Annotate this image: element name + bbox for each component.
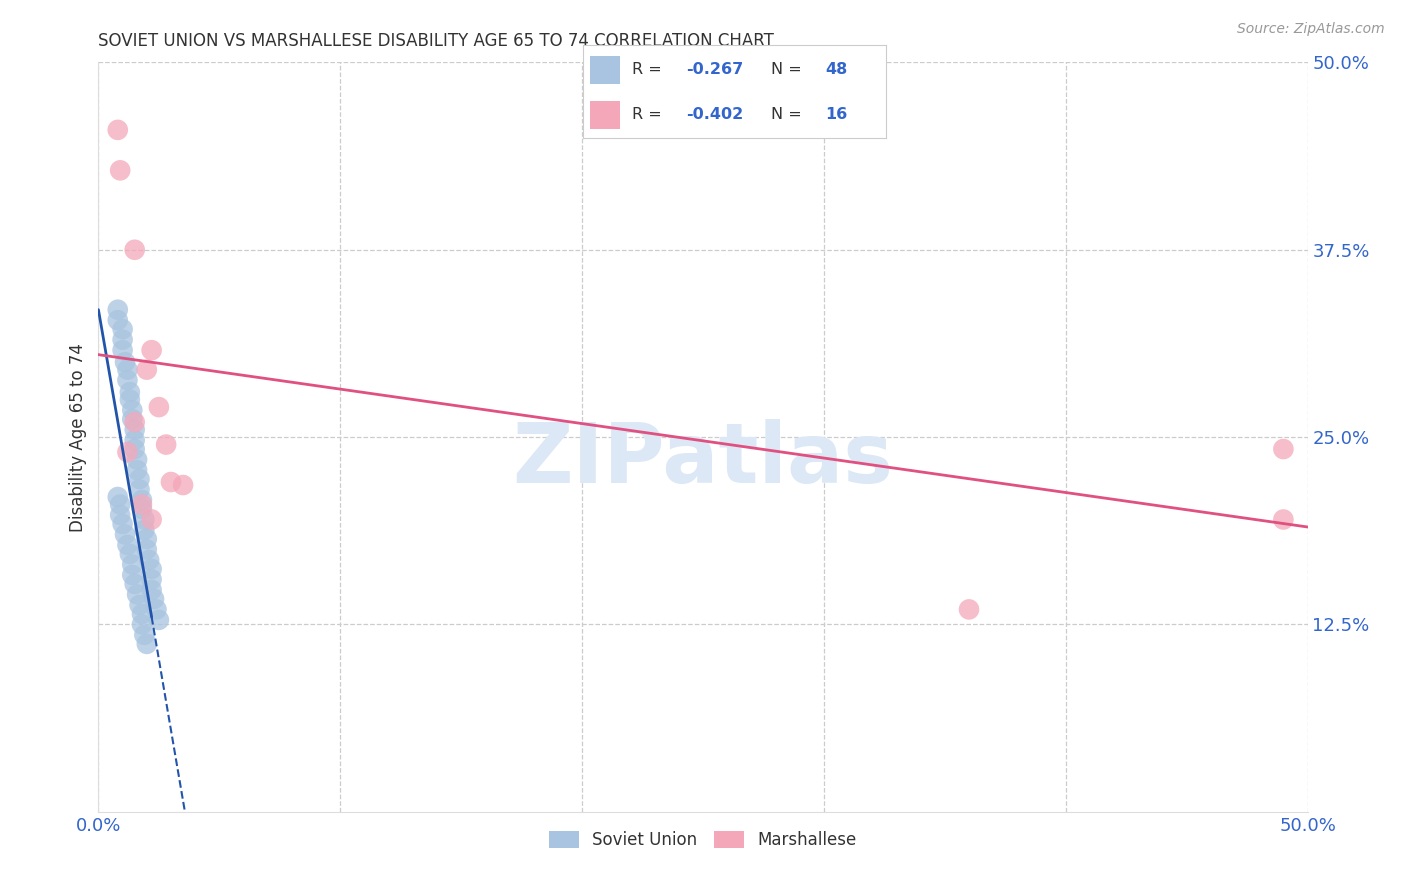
- Point: [141, 582, 163, 597]
- Point: [127, 587, 149, 601]
- Text: R =: R =: [631, 107, 666, 122]
- Point: [111, 333, 134, 347]
- Text: -0.267: -0.267: [686, 62, 744, 78]
- Text: -0.402: -0.402: [686, 107, 744, 122]
- Point: [124, 415, 146, 429]
- Text: R =: R =: [631, 62, 666, 78]
- Text: SOVIET UNION VS MARSHALLESE DISABILITY AGE 65 TO 74 CORRELATION CHART: SOVIET UNION VS MARSHALLESE DISABILITY A…: [98, 32, 775, 50]
- Point: [131, 617, 153, 632]
- Legend: Soviet Union, Marshallese: Soviet Union, Marshallese: [543, 824, 863, 855]
- Point: [118, 385, 141, 400]
- Point: [107, 313, 129, 327]
- Point: [131, 498, 153, 512]
- Point: [141, 562, 163, 576]
- Point: [124, 243, 146, 257]
- Point: [107, 302, 129, 317]
- Point: [117, 373, 139, 387]
- Point: [128, 483, 150, 497]
- Point: [111, 322, 134, 336]
- Point: [124, 433, 146, 447]
- Point: [114, 527, 136, 541]
- Point: [135, 362, 157, 376]
- Point: [107, 490, 129, 504]
- Point: [107, 123, 129, 137]
- Text: N =: N =: [770, 62, 807, 78]
- Text: 48: 48: [825, 62, 848, 78]
- Point: [143, 591, 166, 606]
- Point: [138, 553, 160, 567]
- Point: [135, 532, 157, 546]
- Point: [1272, 512, 1295, 526]
- Point: [141, 343, 163, 358]
- Point: [134, 628, 156, 642]
- Point: [160, 475, 183, 489]
- Point: [131, 493, 153, 508]
- Point: [141, 512, 163, 526]
- Point: [128, 598, 150, 612]
- Point: [131, 502, 153, 516]
- Point: [134, 512, 156, 526]
- Text: N =: N =: [770, 107, 807, 122]
- Point: [118, 547, 141, 561]
- Point: [124, 442, 146, 456]
- Point: [118, 392, 141, 407]
- Point: [124, 423, 146, 437]
- Point: [121, 568, 143, 582]
- Point: [127, 463, 149, 477]
- Point: [121, 403, 143, 417]
- Text: Source: ZipAtlas.com: Source: ZipAtlas.com: [1237, 22, 1385, 37]
- Point: [111, 516, 134, 531]
- Point: [135, 542, 157, 557]
- Point: [121, 558, 143, 572]
- Point: [957, 602, 980, 616]
- Point: [117, 362, 139, 376]
- Point: [117, 538, 139, 552]
- Point: [1272, 442, 1295, 456]
- Y-axis label: Disability Age 65 to 74: Disability Age 65 to 74: [69, 343, 87, 532]
- Point: [108, 163, 131, 178]
- Point: [134, 523, 156, 537]
- Point: [145, 602, 167, 616]
- Point: [135, 637, 157, 651]
- Point: [128, 472, 150, 486]
- Point: [124, 577, 146, 591]
- Text: ZIPatlas: ZIPatlas: [513, 419, 893, 500]
- Point: [111, 343, 134, 358]
- Point: [148, 400, 170, 414]
- Point: [148, 613, 170, 627]
- Point: [141, 573, 163, 587]
- Point: [131, 607, 153, 621]
- Bar: [589, 56, 620, 84]
- Point: [121, 412, 143, 426]
- Text: 16: 16: [825, 107, 848, 122]
- Point: [108, 498, 131, 512]
- Point: [117, 445, 139, 459]
- Point: [127, 452, 149, 467]
- Point: [172, 478, 194, 492]
- Bar: [589, 101, 620, 129]
- Point: [108, 508, 131, 522]
- Point: [155, 437, 177, 451]
- Point: [114, 355, 136, 369]
